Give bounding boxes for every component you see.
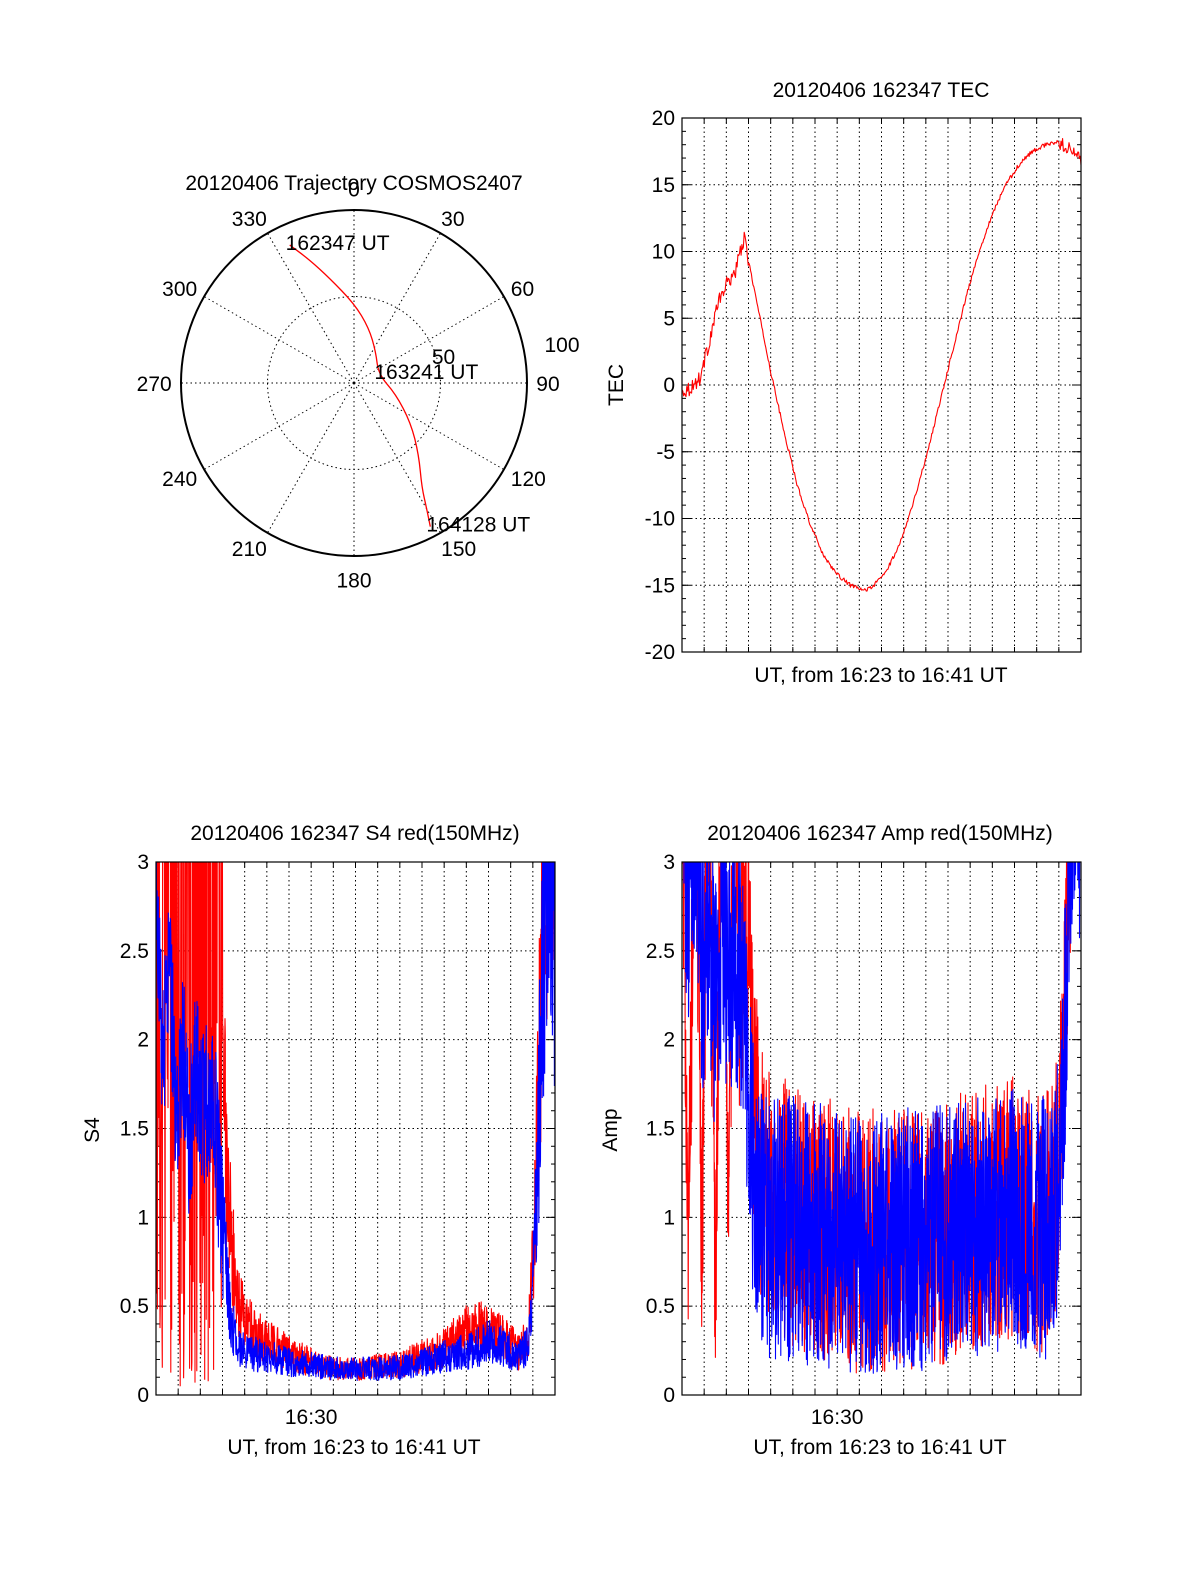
amp-x-axis-label: UT, from 16:23 to 16:41 UT (753, 1436, 1006, 1459)
polar-radial-label: 50 (432, 346, 455, 369)
polar-angle-label: 180 (336, 569, 371, 592)
polar-angle-label: 0 (348, 179, 360, 202)
polar-spoke-300 (203, 296, 355, 384)
polar-angle-label: 210 (232, 538, 267, 561)
polar-angle-label: 30 (441, 208, 464, 231)
polar-spoke-120 (353, 382, 505, 470)
polar-angle-label: 300 (162, 278, 197, 301)
y-tick-label: -10 (645, 508, 675, 531)
polar-angle-label: 60 (511, 278, 534, 301)
y-tick-label: 0 (663, 374, 675, 397)
y-tick-label: 15 (652, 174, 675, 197)
tec-x-axis-label: UT, from 16:23 to 16:41 UT (754, 664, 1007, 687)
s4-y-axis-label: S4 (81, 1117, 104, 1143)
polar-radial-label: 100 (544, 334, 579, 357)
track-time-label: 164128 UT (426, 514, 530, 537)
y-tick-label: 20 (652, 107, 675, 130)
polar-angle-label: 120 (511, 468, 546, 491)
y-tick-label: 2 (663, 1029, 675, 1052)
plot-frame (155, 861, 556, 1396)
y-tick-label: 2.5 (646, 940, 675, 963)
data-series-1 (683, 862, 1081, 1374)
y-tick-label: 1.5 (646, 1118, 675, 1141)
s4-chart-title: 20120406 162347 S4 red(150MHz) (190, 822, 519, 845)
y-tick-label: 0.5 (646, 1295, 675, 1318)
polar-angle-label: 240 (162, 468, 197, 491)
polar-angle-label: 330 (232, 208, 267, 231)
y-tick-label: 1 (137, 1206, 149, 1229)
polar-angle-labels: 0 30 60 90 120 150 180 210 240 270 300 330 50 100 (137, 179, 580, 593)
tec-y-axis-label: TEC (605, 364, 628, 406)
y-tick-label: 3 (663, 851, 675, 874)
data-series-0 (156, 862, 555, 1387)
s4-x-axis-label: UT, from 16:23 to 16:41 UT (227, 1436, 480, 1459)
y-tick-label: -15 (645, 574, 675, 597)
polar-angle-label: 270 (137, 373, 172, 396)
polar-spoke-330 (267, 232, 355, 384)
amp-chart-title: 20120406 162347 Amp red(150MHz) (707, 822, 1053, 845)
x-tick-label: 16:30 (811, 1406, 864, 1429)
polar-chart-title: 20120406 Trajectory COSMOS2407 (185, 172, 522, 195)
y-tick-label: 0.5 (120, 1295, 149, 1318)
polar-spoke-240 (203, 382, 355, 470)
amp-y-axis-label: Amp (599, 1108, 622, 1151)
plot-frame (681, 861, 1082, 1396)
data-series-1 (156, 862, 555, 1381)
y-tick-label: 5 (663, 307, 675, 330)
y-tick-label: 3 (137, 851, 149, 874)
track-annotations: 162347 UT 163241 UT 164128 UT (286, 232, 531, 537)
trajectory-polar-panel: 20120406 Trajectory COSMOS2407 0 30 60 90 12… (137, 172, 580, 592)
y-tick-label: 2 (137, 1029, 149, 1052)
y-tick-label: 1 (663, 1206, 675, 1229)
data-series-0 (682, 138, 1081, 592)
polar-angle-label: 90 (536, 373, 559, 396)
tec-panel: 20120406 162347 TEC UT, from 16:23 to 16… (605, 79, 1082, 687)
polar-spoke-30 (353, 232, 441, 384)
satellite-track (289, 244, 431, 527)
x-tick-label: 16:30 (285, 1406, 338, 1429)
polar-spoke-210 (267, 382, 355, 534)
polar-grid (180, 209, 528, 557)
y-tick-label: -5 (656, 441, 675, 464)
s4-panel: 20120406 162347 S4 red(150MHz) UT, from … (81, 822, 556, 1459)
polar-angle-label: 150 (441, 538, 476, 561)
polar-outer-ring (180, 209, 528, 557)
track-time-label: 162347 UT (286, 232, 390, 255)
s4-plot-area: 0 0.5 1 1.5 2 2.5 3 16:30 (120, 851, 556, 1429)
y-tick-label: -20 (645, 641, 675, 664)
amp-plot-area: 0 0.5 1 1.5 2 2.5 3 16:30 (646, 851, 1082, 1429)
y-tick-label: 2.5 (120, 940, 149, 963)
plot-frame (681, 117, 1082, 653)
tec-plot-area: -20 -15 -10 -5 0 5 10 15 20 (645, 107, 1082, 664)
y-tick-label: 1.5 (120, 1118, 149, 1141)
amp-panel: 20120406 162347 Amp red(150MHz) UT, from… (599, 822, 1082, 1459)
y-tick-label: 0 (663, 1384, 675, 1407)
polar-spoke-60 (353, 296, 505, 384)
track-time-label: 163241 UT (374, 361, 478, 384)
y-tick-label: 0 (137, 1384, 149, 1407)
y-tick-label: 10 (652, 241, 675, 264)
tec-chart-title: 20120406 162347 TEC (773, 79, 990, 102)
trajectory-line (289, 244, 431, 527)
